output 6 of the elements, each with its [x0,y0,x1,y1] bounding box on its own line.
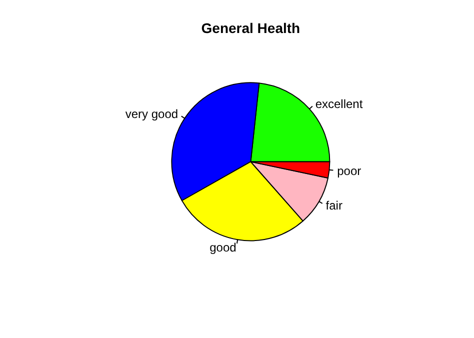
chart-title: General Health [201,20,300,36]
slice-label: very good [125,107,178,122]
slice-label: fair [326,198,342,213]
slice-label: good [210,240,236,255]
slice-label: poor [337,164,362,178]
slice-label: excellent [315,96,364,111]
